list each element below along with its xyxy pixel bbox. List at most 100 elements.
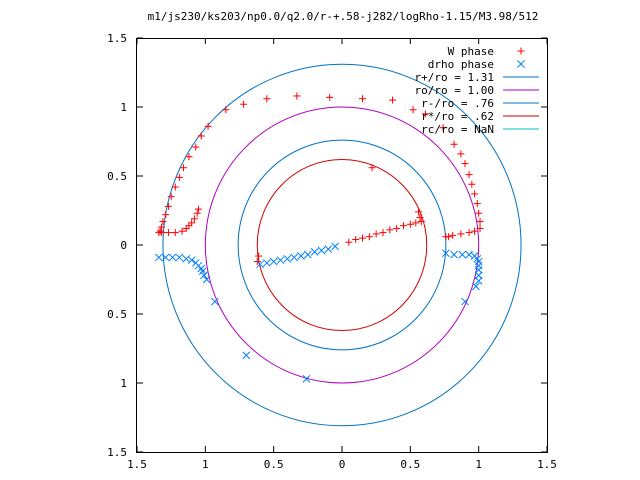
xtick-label-3: 0 <box>339 458 346 471</box>
point-s0-51 <box>415 208 423 216</box>
point-s0-60 <box>386 226 394 234</box>
point-s0-32 <box>476 218 484 226</box>
legend-sample-0 <box>517 47 525 55</box>
point-s0-35 <box>465 229 473 237</box>
legend-label-5: r*/ro = .62 <box>421 110 494 123</box>
point-s0-29 <box>471 190 479 198</box>
point-s0-43 <box>178 227 186 235</box>
xtick-label-0: 1.5 <box>127 458 147 471</box>
point-s1-30 <box>317 246 326 255</box>
point-s0-36 <box>457 230 465 238</box>
legend-label-1: drho phase <box>428 58 494 71</box>
circle-3 <box>204 106 480 384</box>
point-s1-11 <box>202 275 211 284</box>
point-s1-38 <box>262 259 271 267</box>
point-s0-53 <box>417 218 425 226</box>
point-s1-36 <box>276 256 285 265</box>
point-s1-39 <box>256 260 264 269</box>
point-s0-28 <box>468 180 476 188</box>
point-s0-55 <box>352 235 360 243</box>
point-s0-11 <box>179 164 187 172</box>
circle-4 <box>237 139 447 351</box>
point-s1-25 <box>474 277 483 285</box>
ytick-label-3: 0 <box>120 239 127 252</box>
point-s0-62 <box>400 222 407 230</box>
point-s1-2 <box>168 253 177 262</box>
point-s1-29 <box>324 245 333 253</box>
point-s1-0 <box>155 253 163 262</box>
legend-label-4: r-/ro = .76 <box>421 97 494 110</box>
data-points <box>155 92 484 383</box>
point-s0-63 <box>406 220 414 228</box>
point-s1-31 <box>310 248 319 256</box>
point-s1-9 <box>198 267 207 276</box>
xtick-label-4: 0.5 <box>400 458 420 471</box>
axis-ticks: 1.5 1 0.5 0 0.5 1 1.51.510.500.511.5 <box>107 32 557 471</box>
point-s1-5 <box>187 256 196 265</box>
point-s0-58 <box>372 230 380 238</box>
ytick-label-0: 1.5 <box>107 32 127 45</box>
point-s0-21 <box>409 106 417 114</box>
point-s1-3 <box>175 253 184 262</box>
point-s0-59 <box>379 229 387 237</box>
legend-label-2: r+/ro = 1.31 <box>415 71 494 84</box>
point-s1-17 <box>458 250 467 259</box>
point-s0-8 <box>197 132 205 140</box>
point-s1-35 <box>283 254 292 263</box>
xtick-label-2: 0.5 <box>264 458 284 471</box>
reference-circles <box>162 63 522 427</box>
point-s0-23 <box>439 124 447 132</box>
point-s1-32 <box>303 250 312 259</box>
point-s1-14 <box>302 375 311 383</box>
ytick-label-5: 1 <box>120 377 127 390</box>
point-s1-33 <box>297 252 305 260</box>
point-s0-39 <box>442 233 450 241</box>
point-s0-26 <box>461 160 469 168</box>
point-s0-15 <box>164 202 172 210</box>
point-s0-50 <box>368 164 376 172</box>
circle-2 <box>162 63 522 427</box>
point-s0-56 <box>359 234 366 242</box>
point-s1-15 <box>442 249 450 258</box>
point-s0-14 <box>167 193 175 201</box>
point-s0-30 <box>473 200 481 208</box>
legend-label-0: W phase <box>448 45 494 58</box>
legend-sample-1 <box>517 60 525 68</box>
xtick-label-1: 1 <box>202 458 209 471</box>
point-s0-17 <box>159 218 167 226</box>
point-s0-19 <box>156 227 164 235</box>
point-s0-7 <box>204 122 212 130</box>
ytick-label-4: 0.5 <box>107 308 127 321</box>
point-s0-9 <box>192 143 200 151</box>
point-s1-26 <box>472 282 480 291</box>
point-s1-24 <box>474 271 483 280</box>
point-s1-37 <box>269 257 278 266</box>
ytick-label-6: 1.5 <box>107 446 127 459</box>
point-s0-25 <box>457 150 465 158</box>
point-s0-46 <box>188 219 196 227</box>
point-s0-3 <box>293 92 301 100</box>
point-s1-1 <box>161 253 170 262</box>
ytick-label-1: 1 <box>120 101 127 114</box>
point-s0-16 <box>162 211 170 219</box>
point-s0-48 <box>193 209 201 217</box>
legend-label-3: ro/ro = 1.00 <box>415 84 494 97</box>
point-s0-31 <box>475 209 483 217</box>
point-s0-22 <box>421 110 429 118</box>
point-s0-34 <box>471 227 479 235</box>
point-s0-61 <box>393 224 401 232</box>
point-s1-16 <box>450 250 458 259</box>
point-s0-6 <box>389 96 397 104</box>
point-s0-54 <box>345 238 353 246</box>
point-s0-13 <box>171 183 179 191</box>
point-s0-24 <box>450 140 458 148</box>
point-s0-4 <box>326 93 334 101</box>
point-s0-49 <box>195 205 202 213</box>
point-s1-10 <box>200 271 208 280</box>
point-s0-41 <box>164 229 172 237</box>
point-s0-1 <box>240 100 248 108</box>
point-s1-28 <box>331 242 340 251</box>
